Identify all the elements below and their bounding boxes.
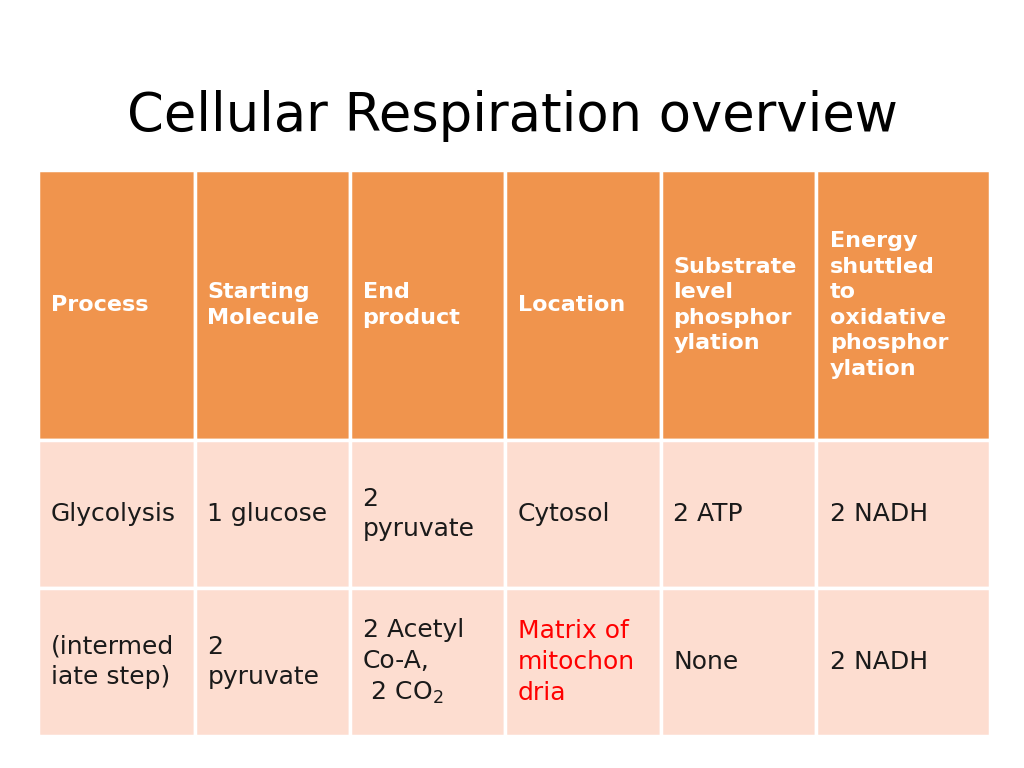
Text: 2
pyruvate: 2 pyruvate <box>207 634 319 690</box>
Bar <box>660 440 816 588</box>
Text: 2
pyruvate: 2 pyruvate <box>362 487 474 541</box>
Text: 2 NADH: 2 NADH <box>830 650 928 674</box>
Text: None: None <box>673 650 738 674</box>
Text: 2 Acetyl
Co-A,
 2 CO$_2$: 2 Acetyl Co-A, 2 CO$_2$ <box>362 618 464 706</box>
Text: 1 glucose: 1 glucose <box>207 502 328 526</box>
Bar <box>350 440 506 588</box>
Bar <box>350 588 506 736</box>
Text: Matrix of
mitochon
dria: Matrix of mitochon dria <box>518 619 635 705</box>
Bar <box>195 588 350 736</box>
Bar <box>38 588 195 736</box>
Bar <box>195 440 350 588</box>
Text: 2 ATP: 2 ATP <box>673 502 742 526</box>
Bar <box>506 588 660 736</box>
Text: 2 NADH: 2 NADH <box>830 502 928 526</box>
Bar <box>816 170 990 440</box>
Bar <box>350 170 506 440</box>
Bar <box>195 170 350 440</box>
Text: Starting
Molecule: Starting Molecule <box>207 282 319 328</box>
Bar <box>38 440 195 588</box>
Text: Substrate
level
phosphor
ylation: Substrate level phosphor ylation <box>673 257 797 353</box>
Text: Process: Process <box>50 295 148 315</box>
Text: Energy
shuttled
to
oxidative
phosphor
ylation: Energy shuttled to oxidative phosphor yl… <box>830 231 948 379</box>
Bar <box>506 170 660 440</box>
Bar <box>660 170 816 440</box>
Bar <box>506 440 660 588</box>
Bar <box>660 588 816 736</box>
Text: Glycolysis: Glycolysis <box>50 502 175 526</box>
Text: Location: Location <box>518 295 626 315</box>
Bar <box>38 170 195 440</box>
Text: Cytosol: Cytosol <box>518 502 610 526</box>
Text: Cellular Respiration overview: Cellular Respiration overview <box>127 90 897 142</box>
Text: (intermed
iate step): (intermed iate step) <box>50 634 174 690</box>
Text: End
product: End product <box>362 282 461 328</box>
Bar <box>816 588 990 736</box>
Bar <box>816 440 990 588</box>
